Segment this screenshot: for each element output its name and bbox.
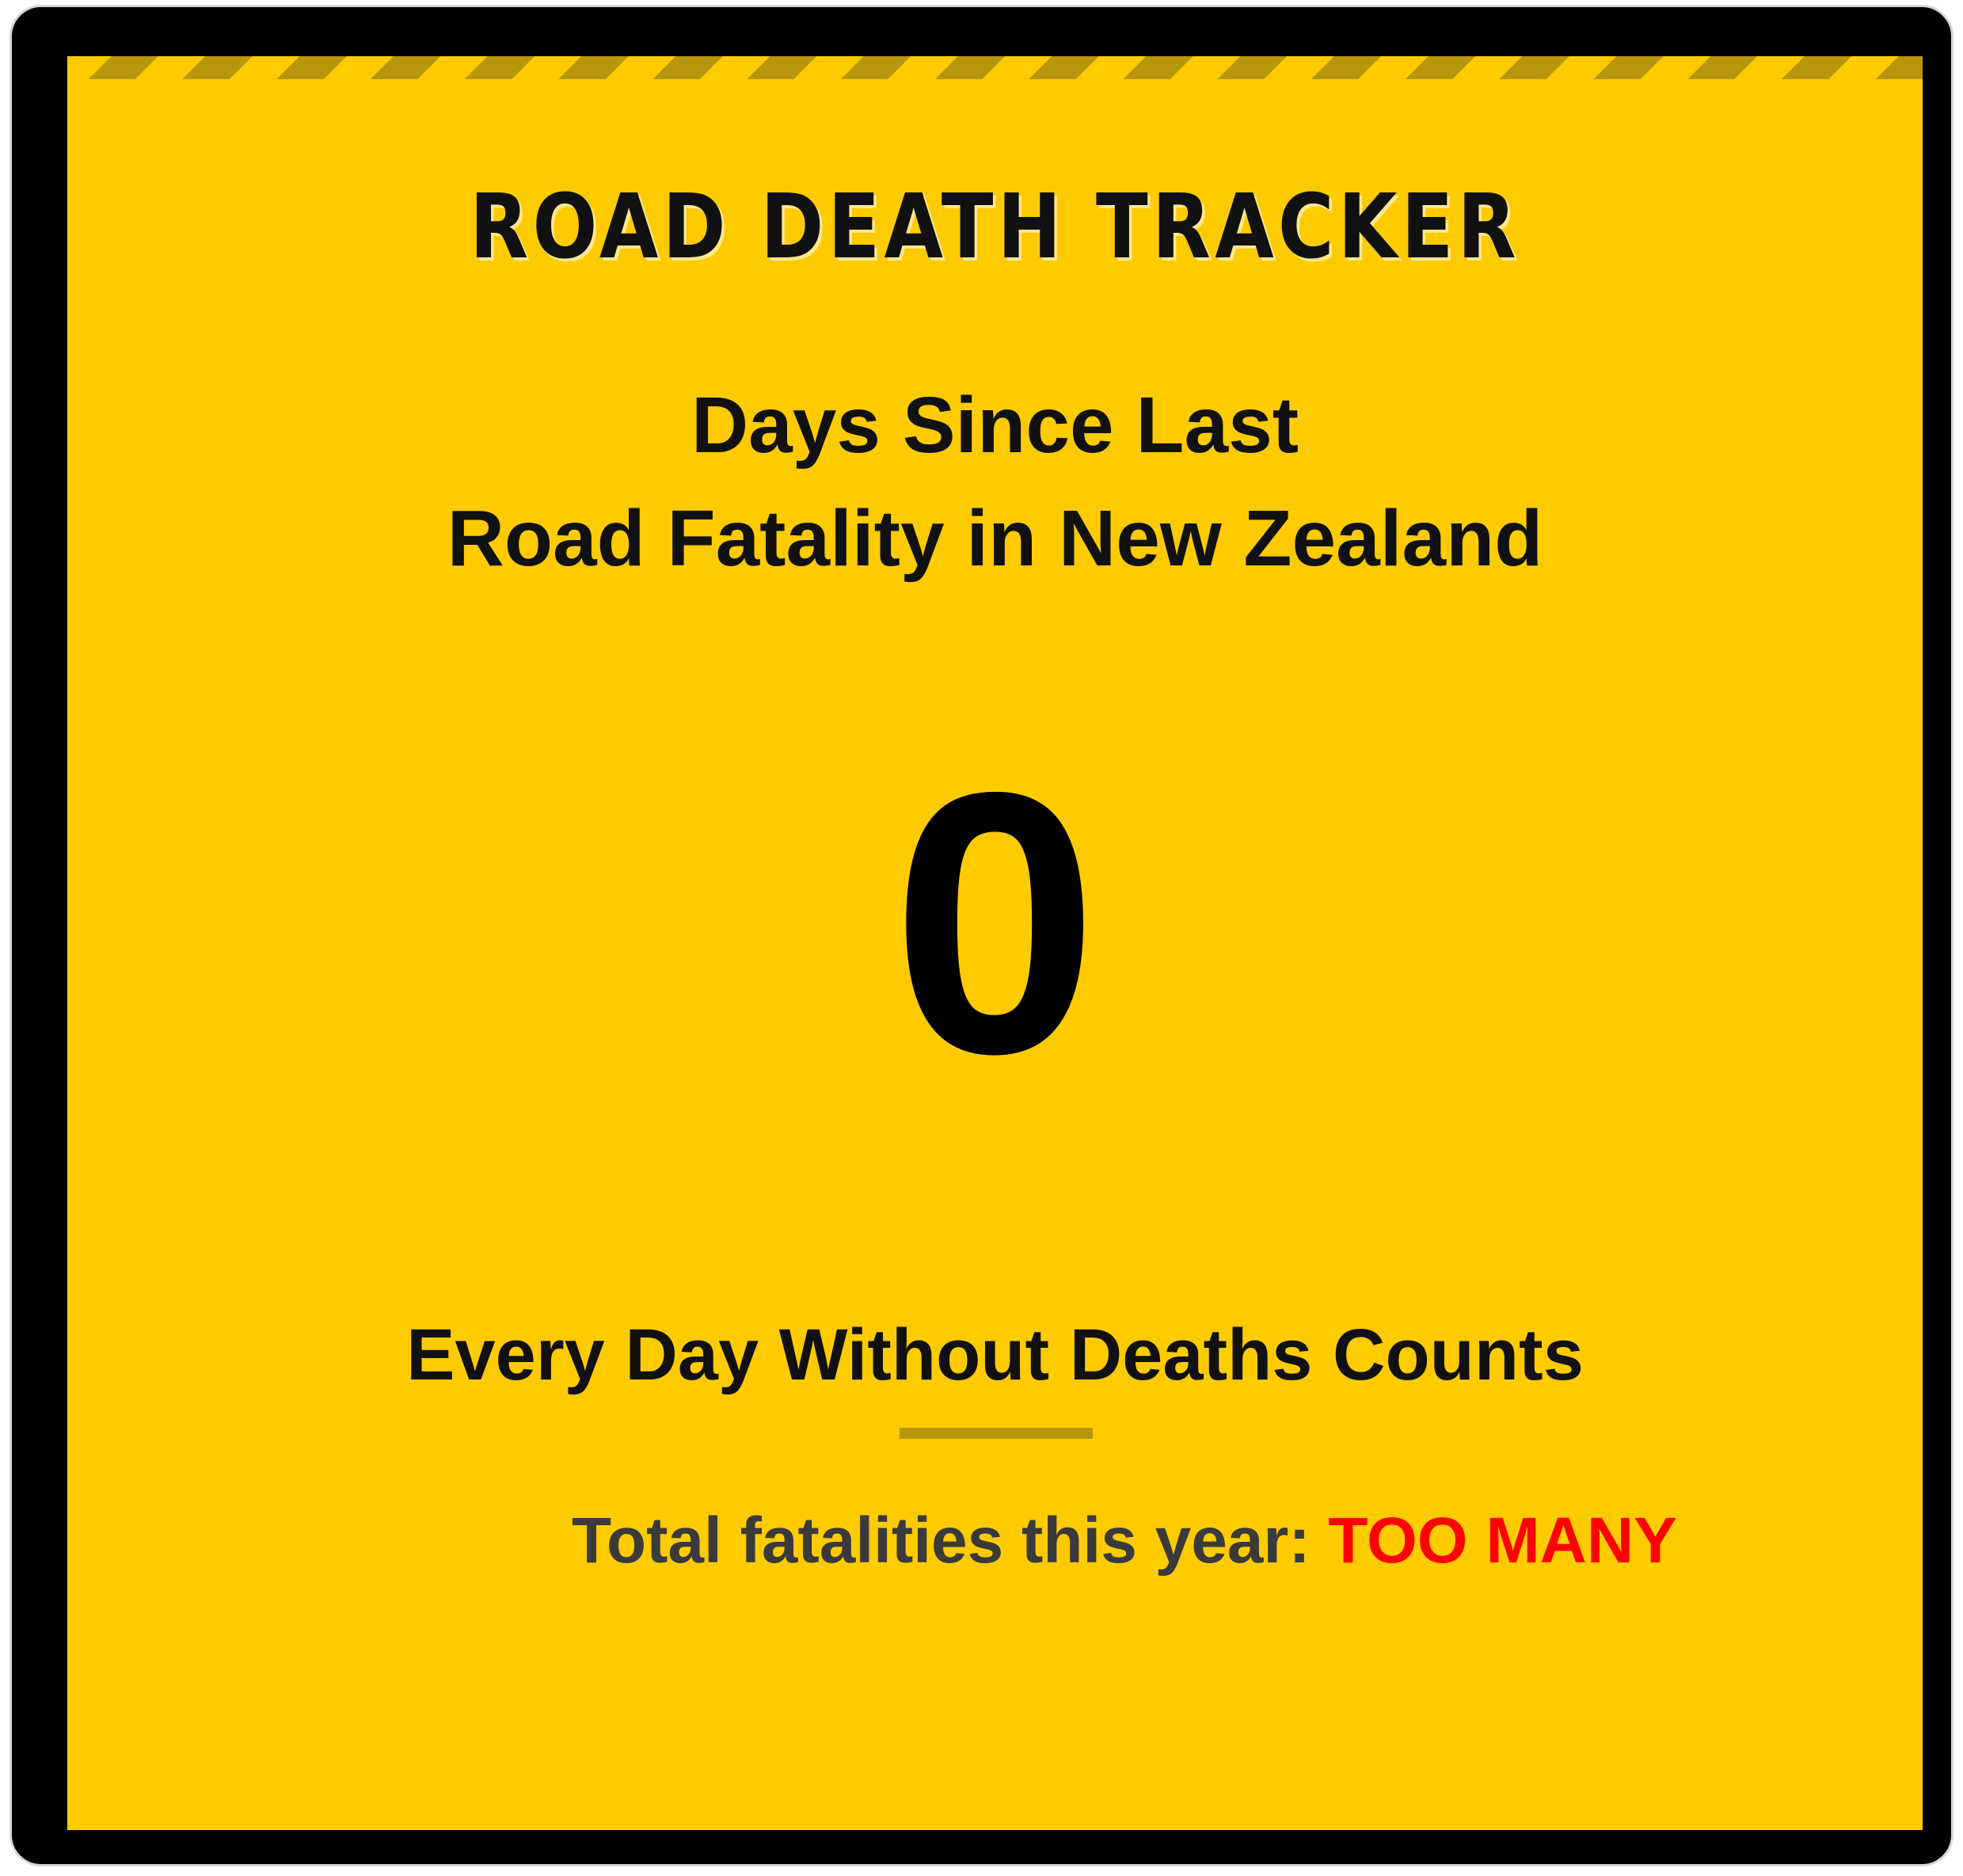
subtitle-line-1: Days Since Last (690, 381, 1299, 470)
page-title: ROAD DEATH TRACKER (470, 176, 1520, 279)
tracker-frame: ROAD DEATH TRACKER Days Since Last Road … (10, 5, 1953, 1866)
hazard-stripes (67, 56, 1923, 79)
total-label: Total fatalities this year: (572, 1505, 1329, 1577)
subtitle-line-2: Road Fatality in New Zealand (447, 494, 1543, 583)
days-counter: 0 (891, 715, 1099, 1131)
counter-description: Days Since Last Road Fatality in New Zea… (67, 369, 1923, 596)
tagline: Every Day Without Deaths Counts (406, 1315, 1584, 1395)
tracker-panel: ROAD DEATH TRACKER Days Since Last Road … (67, 56, 1923, 1830)
total-fatalities: Total fatalities this year: TOO MANY (572, 1505, 1677, 1577)
divider (900, 1428, 1093, 1439)
total-value: TOO MANY (1328, 1505, 1677, 1577)
